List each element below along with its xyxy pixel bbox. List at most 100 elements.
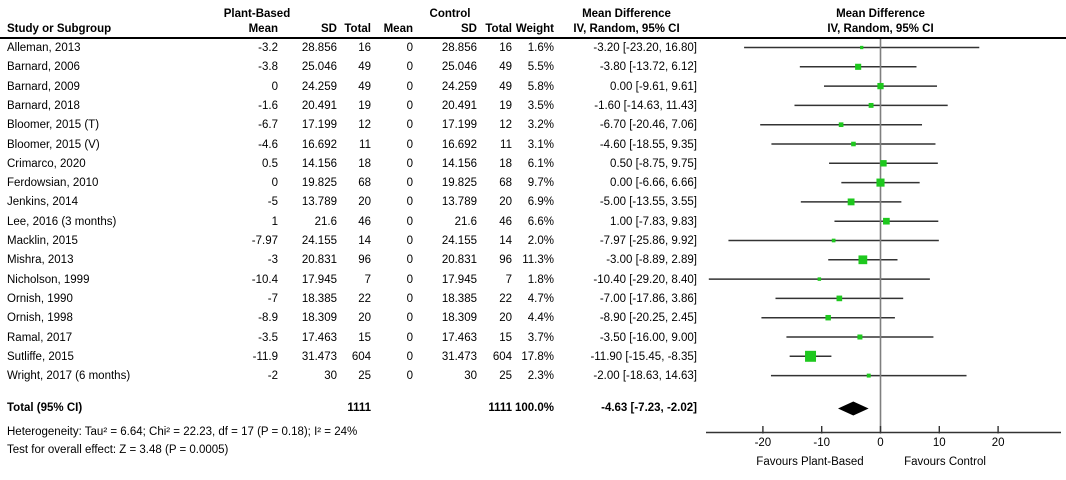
effect-square: [817, 277, 822, 281]
group-header-plant-based: Plant-Based: [223, 8, 291, 20]
cell-total-control: 20: [499, 312, 512, 325]
study-row: Lee, 2016 (3 months) 1 21.6 46 0 21.6 46 6.6% 1.…: [0, 215, 706, 229]
effect-square: [857, 334, 863, 340]
column-header-total-plant: Total: [344, 23, 371, 35]
cell-total-control: 25: [499, 370, 512, 383]
cell-sd-control: 20.491: [441, 99, 477, 112]
cell-sd-plant: 21.6: [314, 215, 337, 228]
cell-study-name: Macklin, 2015: [7, 235, 78, 247]
study-row: Ornish, 1990 -7 18.385 22 0 18.385 22 4.7% -7.00…: [0, 292, 706, 306]
cell-total-plant: 12: [358, 119, 371, 132]
cell-mean-plant: -3.8: [258, 61, 278, 74]
cell-mean-plant: -3.5: [258, 331, 278, 344]
effect-square: [883, 217, 890, 225]
column-header-study: Study or Subgroup: [7, 23, 112, 35]
study-row: Barnard, 2009 0 24.259 49 0 24.259 49 5.8% 0.00 …: [0, 80, 706, 94]
cell-study-name: Lee, 2016 (3 months): [7, 215, 117, 228]
cell-ci: -6.70 [-20.46, 7.06]: [599, 119, 697, 132]
favours-right-label: Favours Control: [904, 456, 986, 468]
cell-weight: 9.7%: [527, 177, 554, 190]
cell-total-control: 16: [499, 42, 512, 54]
cell-mean-control: 0: [406, 157, 413, 170]
total-control-n: 1111: [488, 402, 512, 414]
cell-total-plant: 18: [358, 157, 371, 170]
cell-mean-control: 0: [406, 273, 413, 286]
cell-mean-control: 0: [406, 331, 413, 344]
effect-square: [851, 141, 856, 147]
cell-mean-control: 0: [406, 196, 413, 209]
cell-mean-control: 0: [406, 350, 413, 363]
cell-mean-control: 0: [406, 235, 413, 247]
column-header-sd-plant: SD: [321, 23, 337, 35]
favours-left-label: Favours Plant-Based: [756, 456, 864, 468]
cell-mean-plant: -7: [267, 292, 278, 305]
cell-sd-control: 16.692: [441, 138, 477, 151]
cell-total-control: 7: [505, 273, 512, 286]
cell-ci: -3.50 [-16.00, 9.00]: [599, 331, 697, 344]
cell-study-name: Barnard, 2018: [7, 99, 80, 112]
cell-sd-plant: 16.692: [301, 138, 337, 151]
cell-weight: 11.3%: [522, 254, 554, 267]
cell-study-name: Ramal, 2017: [7, 331, 73, 344]
total-weight: 100.0%: [514, 402, 554, 414]
cell-mean-plant: -8.9: [258, 312, 278, 325]
study-row: Crimarco, 2020 0.5 14.156 18 0 14.156 18 6.1% 0.…: [0, 157, 706, 171]
effect-square: [860, 45, 864, 50]
cell-total-control: 19: [499, 99, 512, 112]
cell-total-plant: 49: [358, 61, 371, 74]
column-header-mean-control: Mean: [383, 23, 413, 35]
cell-ci: -3.80 [-13.72, 6.12]: [599, 61, 697, 74]
axis-tick-label: -10: [813, 437, 830, 449]
cell-total-plant: 20: [358, 312, 371, 325]
cell-sd-plant: 20.491: [301, 99, 337, 112]
cell-weight: 4.4%: [527, 312, 554, 325]
cell-total-plant: 604: [351, 350, 371, 363]
cell-ci: -7.00 [-17.86, 3.86]: [599, 292, 697, 305]
cell-mean-plant: -10.4: [251, 273, 278, 286]
cell-sd-plant: 13.789: [301, 196, 337, 209]
effect-square: [836, 295, 843, 302]
cell-study-name: Alleman, 2013: [7, 42, 81, 54]
cell-total-control: 49: [499, 61, 512, 74]
cell-weight: 5.8%: [527, 80, 554, 93]
cell-weight: 6.1%: [527, 157, 554, 170]
cell-ci: -3.00 [-8.89, 2.89]: [606, 254, 697, 267]
cell-mean-control: 0: [406, 292, 413, 305]
cell-weight: 1.8%: [527, 273, 554, 286]
axis-tick-label: -20: [754, 437, 772, 449]
cell-total-control: 68: [499, 177, 512, 190]
cell-sd-control: 13.789: [441, 196, 477, 209]
cell-sd-plant: 14.156: [301, 157, 337, 170]
cell-study-name: Bloomer, 2015 (V): [7, 138, 100, 151]
cell-weight: 2.0%: [527, 235, 554, 247]
heterogeneity-note: Heterogeneity: Tau² = 6.64; Chi² = 22.23…: [7, 426, 358, 438]
column-header-ci-method: IV, Random, 95% CI: [573, 23, 680, 35]
cell-ci: -1.60 [-14.63, 11.43]: [594, 99, 697, 112]
column-header-sd-control: SD: [461, 23, 477, 35]
cell-mean-plant: -2: [267, 370, 278, 383]
cell-mean-plant: -3: [267, 254, 278, 267]
cell-sd-plant: 24.259: [301, 80, 337, 93]
cell-ci: -4.60 [-18.55, 9.35]: [599, 138, 697, 151]
cell-mean-control: 0: [406, 138, 413, 151]
effect-square: [868, 102, 874, 108]
study-row: Nicholson, 1999 -10.4 17.945 7 0 17.945 7 1.8% -…: [0, 273, 706, 287]
study-row: Barnard, 2006 -3.8 25.046 49 0 25.046 49 5.5% -3…: [0, 60, 706, 74]
cell-mean-plant: -3.2: [258, 42, 278, 54]
cell-total-control: 20: [499, 196, 512, 209]
cell-ci: 1.00 [-7.83, 9.83]: [610, 215, 697, 228]
cell-sd-plant: 31.473: [301, 350, 337, 363]
cell-mean-plant: -7.97: [251, 235, 278, 247]
cell-study-name: Wright, 2017 (6 months): [7, 370, 131, 383]
effect-square: [847, 198, 855, 206]
cell-mean-plant: -6.7: [258, 119, 278, 132]
axis-tick-label: 20: [991, 437, 1005, 449]
cell-study-name: Sutliffe, 2015: [7, 350, 74, 363]
study-row: Wright, 2017 (6 months) -2 30 25 0 30 25 2.3% -2…: [0, 369, 706, 383]
cell-sd-plant: 20.831: [301, 254, 337, 267]
effect-square: [831, 238, 836, 243]
cell-weight: 2.3%: [527, 370, 554, 383]
cell-sd-control: 25.046: [441, 61, 477, 74]
cell-total-control: 15: [499, 331, 512, 344]
